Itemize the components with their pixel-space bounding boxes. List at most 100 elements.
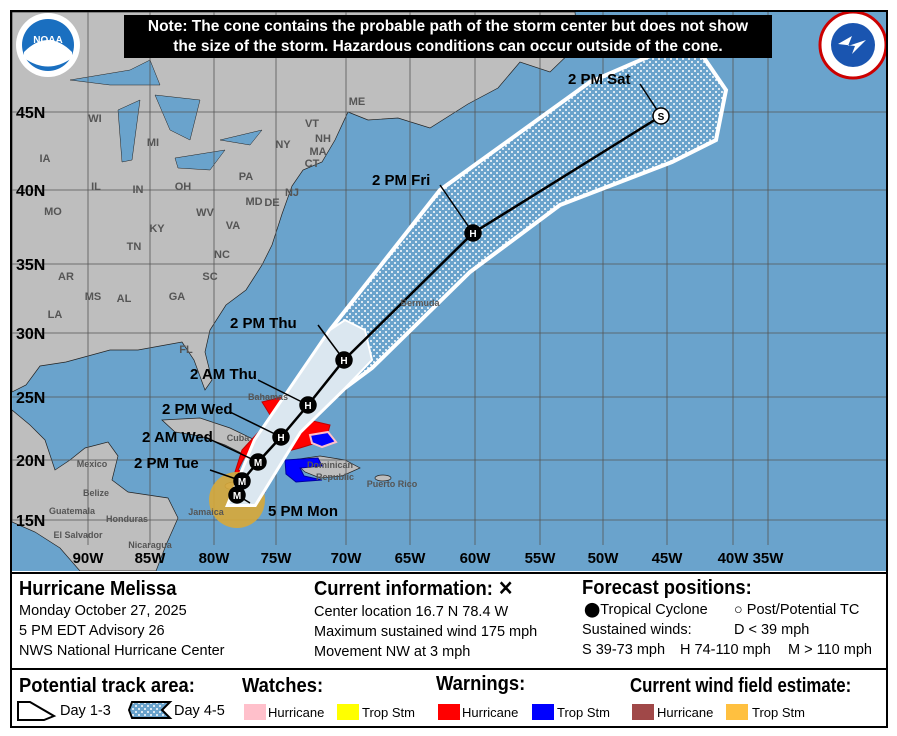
forecast-time-label: 2 AM Wed <box>142 429 213 446</box>
cone-note: Note: The cone contains the probable pat… <box>124 15 772 58</box>
sustained-winds-label: Sustained winds: <box>582 622 692 638</box>
forecast-point <box>335 351 353 369</box>
center-location: Center location 16.7 N 78.4 W <box>314 604 509 620</box>
day45-label: Day 4-5 <box>174 703 225 719</box>
max-wind: Maximum sustained wind 175 mph <box>314 624 538 640</box>
lon-label: 45W <box>652 550 684 567</box>
forecast-time-label: 2 PM Tue <box>134 455 199 472</box>
hurricane-warning-label: Hurricane <box>462 705 519 720</box>
lon-label: 85W <box>135 550 167 567</box>
x-icon: ✕ <box>498 578 514 600</box>
category-letter: M <box>238 477 246 488</box>
hurricane-wind-swatch <box>632 704 654 720</box>
puerto-rico <box>374 474 392 482</box>
forecast-time-label: 5 PM Mon <box>268 503 338 520</box>
place-label: Mexico <box>77 459 108 469</box>
note-line-2: the size of the storm. Hazardous conditi… <box>173 38 723 55</box>
forecast-map: M 5 PM Mon M 2 PM Tue M 2 AM Wed H 2 PM Wed H 2 A… <box>12 12 886 571</box>
lon-label: 55W <box>525 550 557 567</box>
movement: Movement NW at 3 mph <box>314 644 471 660</box>
day13-cone-icon <box>17 701 57 721</box>
noaa-logo: NOAA <box>16 13 80 77</box>
forecast-time-label: 2 PM Sat <box>568 71 631 88</box>
forecast-title: Forecast positions: <box>582 577 752 599</box>
great-lakes <box>69 59 263 171</box>
agency: NWS National Hurricane Center <box>19 643 225 659</box>
hurricane-wind-label: Hurricane <box>657 705 714 720</box>
category-letter: H <box>340 356 347 367</box>
mexico-central-america-land <box>12 409 179 571</box>
place-label: Dominican <box>307 460 353 470</box>
place-label: Honduras <box>106 514 148 524</box>
current-info-label: Current information: <box>314 578 493 600</box>
forecast-point <box>249 453 267 471</box>
wind-field-title: Current wind field estimate: <box>630 675 852 697</box>
north-america-land <box>12 12 579 393</box>
legend-panel: Hurricane Melissa Monday October 27, 202… <box>12 572 886 727</box>
wind-m: M > 110 mph <box>788 642 872 658</box>
place-label: MS <box>85 291 102 303</box>
lat-label: 35N <box>16 257 45 274</box>
category-letter: H <box>469 229 476 240</box>
lon-label: 80W <box>199 550 231 567</box>
place-label: MI <box>147 137 159 149</box>
storm-name: Hurricane Melissa <box>19 578 177 600</box>
place-label: NJ <box>285 187 299 199</box>
place-label: Nicaragua <box>128 540 173 550</box>
time-leader-line <box>204 436 259 463</box>
place-label: WV <box>196 207 214 219</box>
wind-s: S 39-73 mph <box>582 642 666 658</box>
ts-wind-label: Trop Stm <box>752 705 805 720</box>
place-label: IA <box>40 153 51 165</box>
nws-logo <box>818 12 886 80</box>
watches-title: Watches: <box>242 675 324 697</box>
place-label: SC <box>202 271 217 283</box>
forecast-time-label: 2 PM Wed <box>162 401 233 418</box>
day45-cone-icon <box>128 701 173 719</box>
place-label: AR <box>58 271 74 283</box>
place-label: TN <box>127 241 142 253</box>
place-label: Cuba <box>227 433 250 443</box>
lon-label: 70W <box>331 550 363 567</box>
place-label: OH <box>175 181 192 193</box>
category-letter: H <box>277 433 284 444</box>
forecast-time-label: 2 PM Thu <box>230 315 297 332</box>
place-label: MA <box>309 146 326 158</box>
hurricane-warning-swatch <box>438 704 460 720</box>
advisory-number: 5 PM EDT Advisory 26 <box>19 623 165 639</box>
advisory-date: Monday October 27, 2025 <box>19 603 187 619</box>
place-label: FL <box>179 344 193 356</box>
track-area-title: Potential track area: <box>19 675 195 697</box>
lon-label: 90W <box>73 550 105 567</box>
place-label: GA <box>169 291 186 303</box>
warnings-title: Warnings: <box>436 673 526 695</box>
forecast-point <box>299 396 317 414</box>
forecast-point <box>272 428 290 446</box>
place-label: NH <box>315 133 331 145</box>
lon-label: 60W <box>460 550 492 567</box>
place-label: Puerto Rico <box>367 479 418 489</box>
place-label: IL <box>91 181 101 193</box>
ts-wind-swatch <box>726 704 748 720</box>
lon-label: 40W <box>718 550 750 567</box>
legend-tropical-cyclone: ⬤Tropical Cyclone <box>584 602 708 619</box>
svg-text:NOAA: NOAA <box>33 35 62 46</box>
wind-h: H 74-110 mph <box>680 642 771 658</box>
place-label: Guatemala <box>49 506 96 516</box>
place-label: ME <box>349 96 366 108</box>
open-circle-icon: ○ <box>734 602 743 618</box>
place-label: Belize <box>83 488 109 498</box>
place-label: PA <box>239 171 254 183</box>
category-letter: M <box>254 458 262 469</box>
place-label: LA <box>48 309 63 321</box>
ptc-label: Post/Potential TC <box>746 602 860 618</box>
wind-d: D < 39 mph <box>734 622 810 638</box>
ts-watch-label: Trop Stm <box>362 705 415 720</box>
lat-label: 45N <box>16 105 45 122</box>
filled-circle-icon: ⬤ <box>584 602 601 618</box>
storm-info-section: Hurricane Melissa Monday October 27, 202… <box>12 574 886 670</box>
lat-label: 15N <box>16 513 45 530</box>
note-line-1: Note: The cone contains the probable pat… <box>147 18 749 35</box>
day13-label: Day 1-3 <box>60 703 111 719</box>
place-label: NY <box>275 139 291 151</box>
